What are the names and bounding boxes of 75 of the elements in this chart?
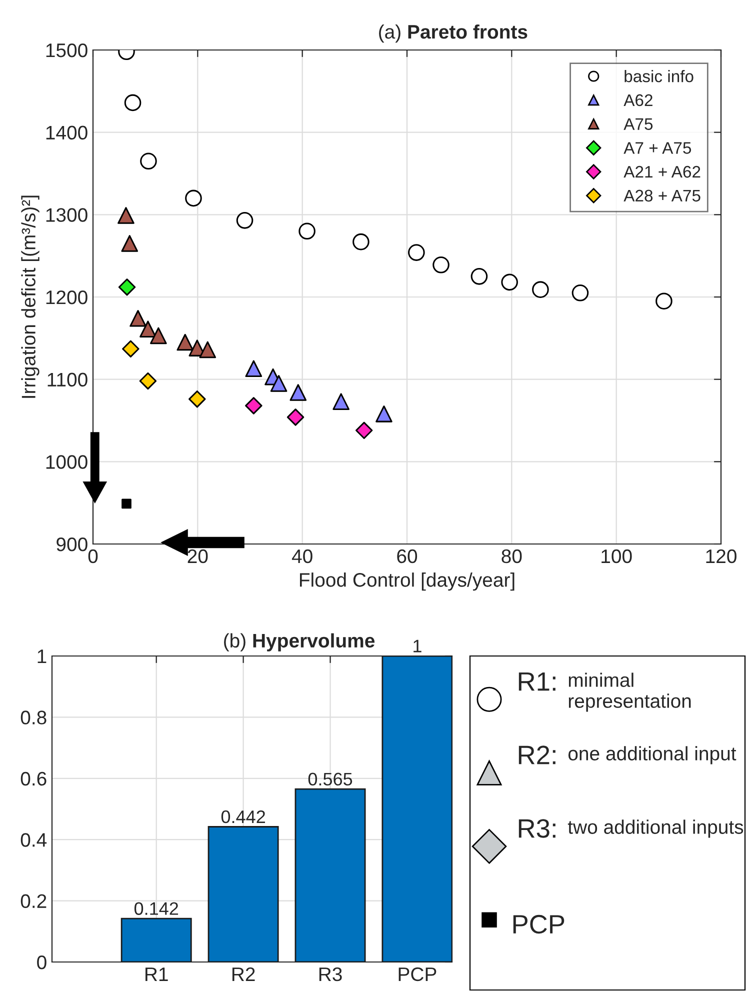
data-label: 1	[414, 640, 422, 652]
point	[432, 256, 450, 274]
y-tick-label: 0	[37, 955, 46, 970]
x-tick-label: 20	[188, 549, 208, 564]
x-tick-label: R1	[146, 968, 168, 981]
x-tick-label: R2	[232, 967, 255, 981]
text: R2: one additional input	[518, 746, 736, 764]
point	[140, 152, 157, 170]
y-tick-label: 1	[38, 650, 46, 664]
chart-title: (b) Hypervolume	[224, 633, 375, 652]
legend-label: A21 + A62	[624, 166, 700, 178]
point	[408, 244, 425, 261]
legend-label: A75	[624, 118, 653, 130]
point	[122, 340, 140, 358]
point	[236, 212, 254, 229]
legend-label: A7 + A75	[624, 142, 692, 154]
point	[140, 320, 156, 338]
point	[355, 422, 373, 439]
point	[470, 268, 488, 285]
data-label: 0.142	[134, 902, 178, 915]
x-tick-label: 120	[706, 549, 736, 564]
data-label: 0.442	[221, 810, 265, 824]
y-tick-label: 1200	[46, 290, 88, 304]
point	[185, 190, 202, 207]
y-tick-label: 1500	[46, 43, 88, 58]
x-tick-label: 80	[502, 549, 522, 564]
point	[118, 207, 134, 224]
point	[376, 406, 392, 422]
point	[298, 222, 316, 240]
x-tick-label: 60	[397, 549, 418, 564]
y-axis-title: Irrigation deficit [(m³/s)²]	[21, 196, 40, 398]
x-tick-label: 40	[292, 549, 312, 564]
point	[122, 498, 132, 509]
y-tick-label: 1400	[46, 126, 88, 140]
point	[572, 284, 589, 302]
y-tick-label: 1300	[46, 208, 88, 222]
point	[118, 278, 136, 296]
point	[501, 274, 518, 291]
legend-label: basic info	[624, 70, 694, 82]
chart-title: (a) Pareto fronts	[379, 24, 528, 43]
data-label: 0.565	[308, 772, 352, 786]
point	[139, 372, 157, 390]
point	[270, 375, 288, 392]
point	[176, 334, 194, 351]
point	[121, 235, 138, 252]
point	[150, 327, 167, 344]
y-tick-label: 0.6	[20, 772, 46, 786]
y-tick-label: 0.8	[20, 710, 46, 724]
point	[188, 390, 206, 408]
point	[352, 233, 370, 250]
point	[332, 393, 350, 410]
point	[290, 384, 307, 401]
point	[245, 360, 262, 378]
legend-label: A62	[624, 94, 652, 106]
x-axis-title: Flood Control [days/year]	[300, 572, 514, 591]
y-tick-label: 1100	[48, 372, 88, 387]
point	[286, 408, 304, 426]
point	[656, 292, 672, 310]
x-tick-label: 100	[602, 549, 632, 564]
x-tick-label: R3	[319, 967, 342, 982]
point	[199, 341, 216, 358]
legend-label: A28 + A75	[624, 190, 700, 202]
x-tick-label: 0	[88, 549, 98, 564]
point	[245, 397, 262, 414]
text: R1: minimal representation	[518, 672, 691, 712]
y-tick-label: 900	[56, 537, 88, 552]
point	[532, 281, 549, 298]
y-tick-label: 0.2	[20, 894, 46, 908]
y-tick-label: 0.4	[20, 833, 47, 847]
point	[124, 94, 142, 112]
text: R3: two additional inputs	[518, 819, 744, 838]
y-tick-label: 1000	[46, 455, 88, 469]
text: PCP	[513, 914, 564, 934]
x-tick-label: PCP	[398, 967, 436, 982]
point	[130, 310, 146, 327]
